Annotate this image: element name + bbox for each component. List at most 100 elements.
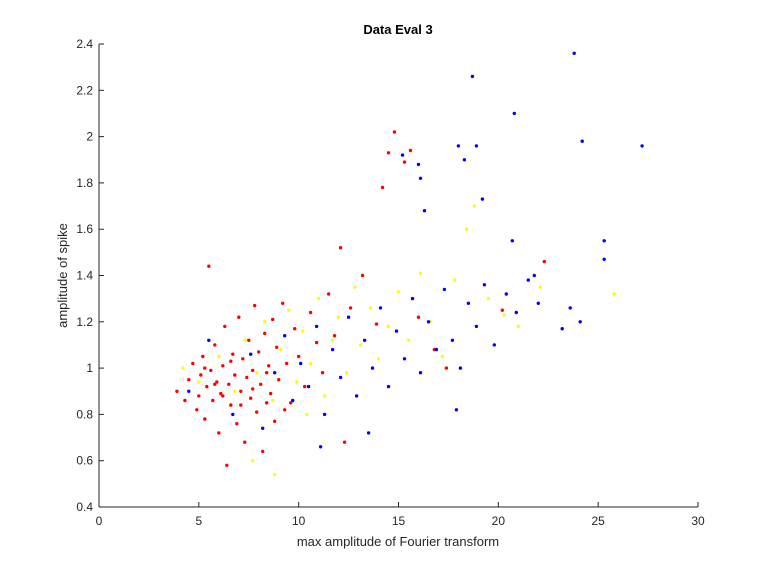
scatter-point <box>474 144 479 148</box>
scatter-point <box>267 364 271 368</box>
scatter-point <box>454 408 459 412</box>
scatter-point <box>482 283 487 287</box>
scatter-point <box>318 445 323 449</box>
scatter-point <box>181 366 185 370</box>
scatter-point <box>330 338 335 342</box>
scatter-point <box>223 324 227 329</box>
scatter-point <box>354 394 359 398</box>
scatter-point <box>251 368 255 373</box>
scatter-point <box>285 361 289 366</box>
y-tick-label: 0.4 <box>76 500 93 514</box>
scatter-point <box>263 320 267 324</box>
scatter-point <box>422 209 427 213</box>
y-ticks: 0.4 0.6 0.8 1 1.2 1.4 1.6 1.8 2 2.2 2.4 <box>76 37 104 514</box>
scatter-point <box>612 292 616 296</box>
scatter-point <box>602 239 606 243</box>
scatter-point <box>289 401 293 405</box>
scatter-point <box>348 306 353 310</box>
scatter-point <box>402 357 407 361</box>
y-tick-label: 2.4 <box>76 37 93 51</box>
scatter-point <box>410 296 415 301</box>
scatter-point <box>462 158 467 162</box>
scatter-point <box>450 338 455 342</box>
scatter-point <box>314 340 319 345</box>
scatter-point <box>602 257 606 261</box>
scatter-point <box>502 313 506 317</box>
scatter-point <box>444 366 449 370</box>
scatter-point <box>271 398 275 403</box>
scatter-point <box>516 324 520 329</box>
y-tick-label: 1 <box>86 361 93 375</box>
scatter-point <box>360 273 365 278</box>
scatter-point <box>418 176 423 180</box>
scatter-point <box>265 401 269 405</box>
y-tick-label: 2.2 <box>76 83 93 97</box>
scatter-point <box>283 408 287 412</box>
scatter-point <box>253 303 257 308</box>
scatter-point <box>326 292 331 296</box>
scatter-point <box>275 345 279 349</box>
scatter-point <box>396 290 401 294</box>
scatter-point <box>263 331 267 336</box>
scatter-point <box>572 51 576 55</box>
y-tick-label: 1.8 <box>76 176 93 190</box>
scatter-point <box>314 324 319 329</box>
scatter-point <box>217 431 221 435</box>
scatter-point <box>257 350 261 354</box>
scatter-point <box>237 315 241 319</box>
scatter-point <box>239 403 243 407</box>
x-tick-label: 15 <box>392 514 406 528</box>
x-tick-label: 10 <box>292 514 306 528</box>
scatter-point <box>322 412 327 417</box>
scatter-point <box>271 317 275 322</box>
scatter-point <box>402 160 407 164</box>
scatter-point <box>183 398 187 403</box>
scatter-point <box>500 308 504 312</box>
scatter-point <box>510 239 514 243</box>
scatter-point <box>514 310 518 315</box>
scatter-point <box>344 371 349 375</box>
scatter-point <box>368 306 373 310</box>
scatter-point <box>299 361 303 366</box>
scatter-point <box>358 343 363 347</box>
scatter-point <box>464 227 469 231</box>
scatter-point <box>273 419 277 423</box>
scatter-point <box>386 151 391 155</box>
x-tick-label: 0 <box>96 514 103 528</box>
scatter-point <box>217 354 221 359</box>
scatter-point <box>203 417 207 421</box>
scatter-point <box>526 278 530 282</box>
scatter-point <box>207 338 211 342</box>
scatter-point <box>342 440 347 444</box>
scatter-point <box>406 338 411 342</box>
scatter-point <box>261 426 265 430</box>
y-axis-label: amplitude of spike <box>55 223 70 328</box>
scatter-point <box>308 310 313 315</box>
scatter-point <box>376 357 381 361</box>
y-tick-label: 0.8 <box>76 407 93 421</box>
scatter-point <box>408 148 413 153</box>
scatter-point <box>297 354 301 359</box>
scatter-point <box>195 408 199 412</box>
scatter-point <box>187 378 191 382</box>
scatter-point <box>466 301 471 305</box>
scatter-point <box>392 130 397 134</box>
scatter-point <box>251 459 255 463</box>
scatter-point <box>538 285 542 289</box>
points-layer <box>175 51 644 477</box>
scatter-point <box>394 329 399 333</box>
scatter-point <box>316 296 321 301</box>
scatter-point <box>560 327 564 331</box>
scatter-point <box>295 380 299 384</box>
scatter-point <box>301 329 305 333</box>
scatter-point <box>366 431 371 435</box>
scatter-point <box>308 361 313 366</box>
scatter-point <box>640 144 644 148</box>
scatter-point <box>249 396 253 400</box>
scatter-point <box>492 343 496 347</box>
scatter-point <box>542 259 546 264</box>
y-tick-label: 1.2 <box>76 315 93 329</box>
scatter-point <box>259 382 263 386</box>
